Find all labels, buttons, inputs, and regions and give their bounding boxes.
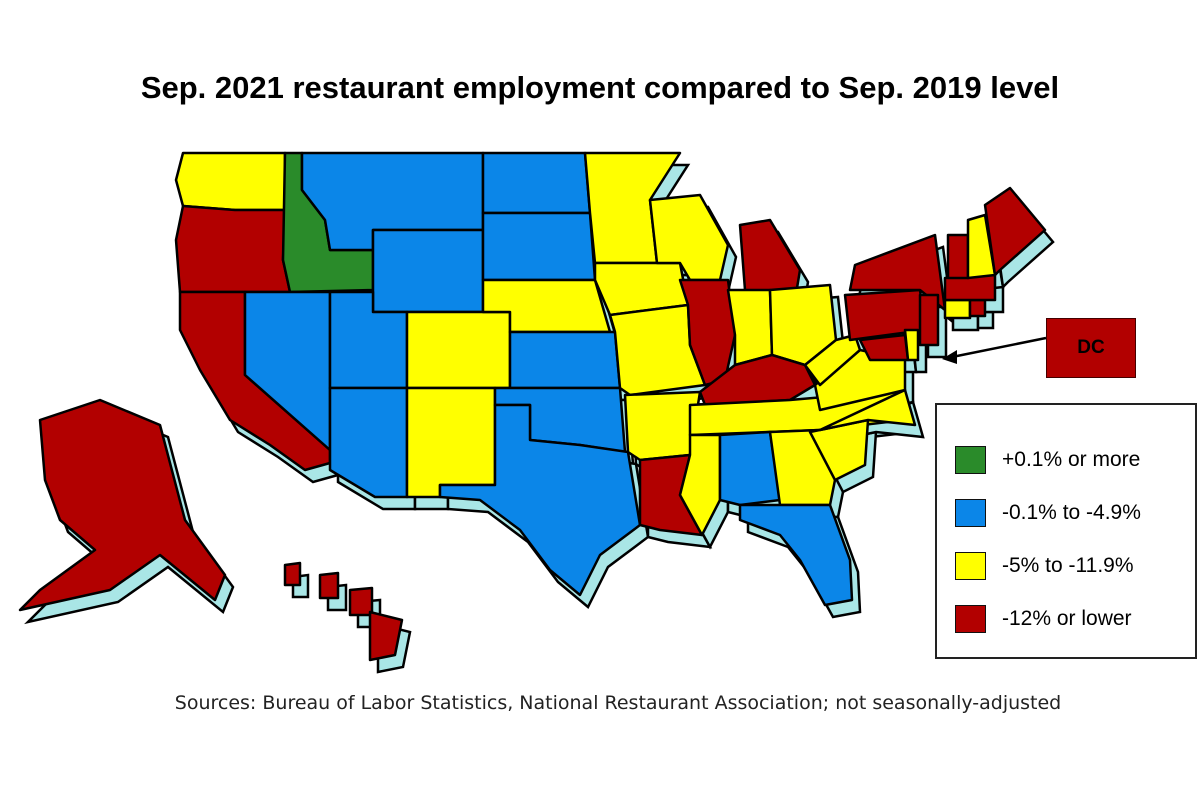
- state-or[interactable]: [174, 204, 292, 294]
- state-nm[interactable]: [405, 386, 497, 499]
- state-wv[interactable]: [803, 333, 862, 387]
- legend-item-red: -12% or lower: [955, 604, 1132, 634]
- legend-item-green: +0.1% or more: [955, 445, 1140, 475]
- map-title: Sep. 2021 restaurant employment compared…: [140, 70, 1060, 105]
- state-me[interactable]: [983, 186, 1047, 277]
- dc-callout-box[interactable]: DC: [1046, 318, 1136, 378]
- legend-swatch: [955, 605, 986, 633]
- legend-item-blue: -0.1% to -4.9%: [955, 498, 1141, 528]
- dc-callout-label: DC: [1077, 337, 1105, 358]
- state-hi[interactable]: [368, 610, 404, 662]
- state-de[interactable]: [903, 328, 920, 362]
- state-md[interactable]: [858, 333, 910, 362]
- state-tx[interactable]: [438, 403, 642, 597]
- state-layer: [18, 151, 1047, 662]
- state-hi[interactable]: [318, 571, 340, 600]
- state-wa[interactable]: [174, 151, 287, 212]
- state-ct[interactable]: [943, 298, 972, 320]
- state-wy[interactable]: [371, 228, 485, 314]
- state-ri[interactable]: [968, 298, 987, 318]
- legend-item-yellow: -5% to -11.9%: [955, 551, 1134, 581]
- dc-callout-arrow: [942, 336, 1047, 364]
- legend-label: -5% to -11.9%: [1002, 554, 1134, 577]
- state-nc[interactable]: [818, 388, 917, 432]
- state-in[interactable]: [726, 288, 774, 367]
- state-vt[interactable]: [946, 233, 970, 280]
- legend-label: -12% or lower: [1002, 607, 1132, 630]
- legend-swatch: [955, 499, 986, 527]
- state-sd[interactable]: [481, 211, 597, 282]
- legend-swatch: [955, 446, 986, 474]
- legend-label: -0.1% to -4.9%: [1002, 501, 1141, 524]
- source-note: Sources: Bureau of Labor Statistics, Nat…: [174, 692, 1062, 714]
- state-hi[interactable]: [348, 586, 374, 617]
- state-ks[interactable]: [508, 330, 622, 390]
- legend-label: +0.1% or more: [1002, 448, 1141, 471]
- state-nj[interactable]: [918, 293, 940, 347]
- state-ak[interactable]: [18, 398, 227, 612]
- state-hi[interactable]: [283, 561, 302, 587]
- state-fl[interactable]: [738, 503, 854, 607]
- legend: +0.1% or more -0.1% to -4.9% -5% to -11.…: [935, 403, 1197, 659]
- state-co[interactable]: [405, 310, 512, 390]
- state-al[interactable]: [718, 430, 782, 507]
- state-nd[interactable]: [481, 151, 592, 215]
- legend-swatch: [955, 552, 986, 580]
